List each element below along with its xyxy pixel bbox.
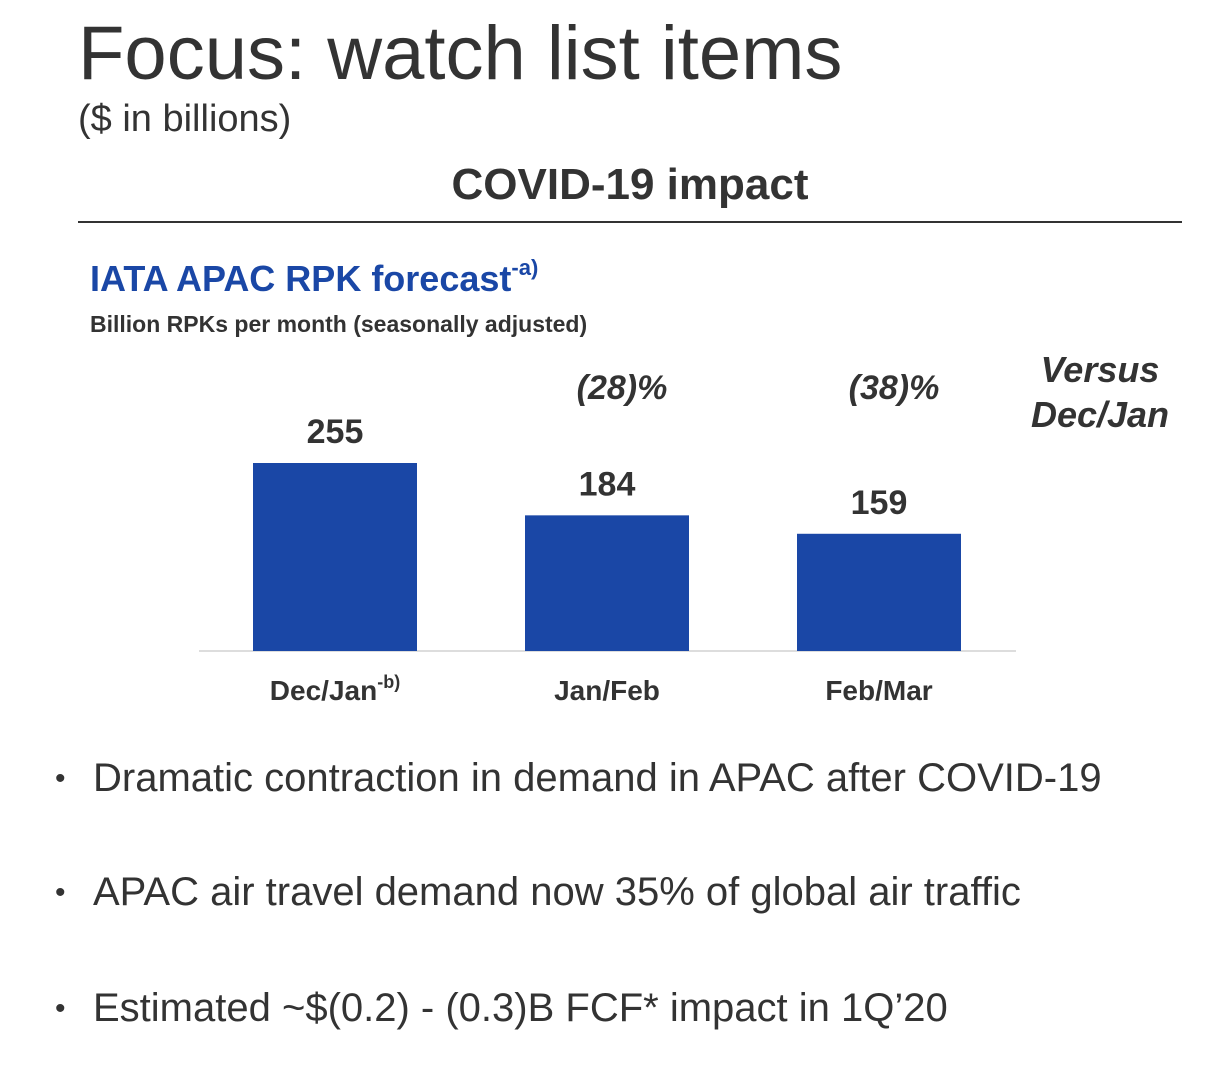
x-tick-label: Feb/Mar bbox=[825, 675, 932, 706]
chart-title-text: IATA APAC RPK forecast bbox=[90, 258, 512, 299]
bullet-dot: • bbox=[55, 876, 66, 909]
chart-title-footnote: -a) bbox=[511, 255, 539, 280]
bullet-text: APAC air travel demand now 35% of global… bbox=[93, 870, 1021, 914]
data-label: 159 bbox=[851, 484, 908, 522]
bar-dec-jan bbox=[253, 463, 417, 651]
section-heading: COVID-19 impact bbox=[451, 160, 809, 209]
bullet-text: Estimated ~$(0.2) - (0.3)B FCF* impact i… bbox=[93, 986, 948, 1030]
chart-unit-label: Billion RPKs per month (seasonally adjus… bbox=[90, 311, 588, 337]
data-label: 184 bbox=[579, 465, 636, 503]
section-divider bbox=[78, 221, 1182, 223]
chart-title: IATA APAC RPK forecast-a) bbox=[90, 255, 539, 300]
bullet-dot: • bbox=[55, 762, 66, 795]
bar-feb-mar bbox=[797, 533, 961, 651]
page-title: Focus: watch list items bbox=[78, 11, 843, 96]
versus-label-line2: Dec/Jan bbox=[1030, 394, 1170, 435]
change-label: (28)% bbox=[577, 369, 668, 407]
bullet-dot: • bbox=[55, 992, 66, 1025]
versus-label-line1: Versus bbox=[1040, 349, 1160, 390]
data-label: 255 bbox=[307, 413, 364, 451]
x-tick-label: Jan/Feb bbox=[554, 675, 660, 706]
page-subtitle: ($ in billions) bbox=[78, 98, 292, 140]
x-tick-label: Dec/Jan-b) bbox=[270, 672, 400, 706]
change-label: (38)% bbox=[849, 369, 940, 407]
versus-label: Versus Dec/Jan bbox=[1010, 347, 1190, 437]
bar-jan-feb bbox=[525, 515, 689, 651]
bar-chart: 255 Dec/Jan-b) 184 (28)% Jan/Feb 159 (38)% Feb/… bbox=[199, 369, 1016, 706]
bullet-text: Dramatic contraction in demand in APAC a… bbox=[93, 756, 1102, 800]
